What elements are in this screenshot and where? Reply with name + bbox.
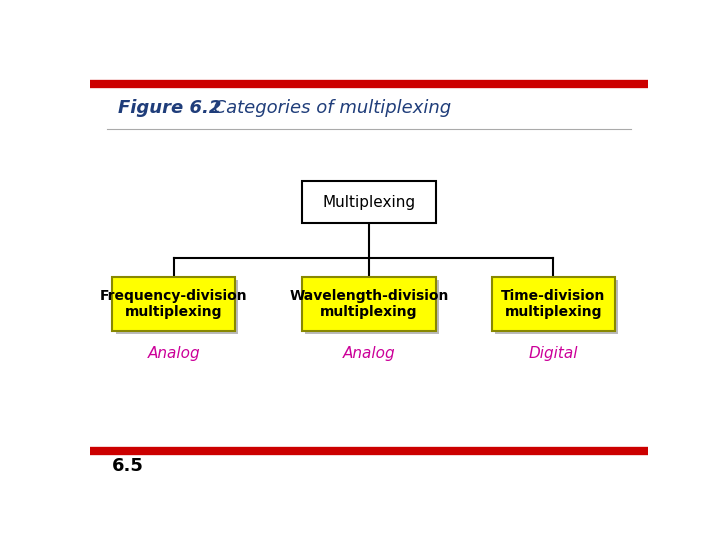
FancyBboxPatch shape	[112, 277, 235, 331]
FancyBboxPatch shape	[492, 277, 615, 331]
Text: Digital: Digital	[528, 346, 578, 361]
FancyBboxPatch shape	[495, 280, 618, 334]
FancyBboxPatch shape	[116, 280, 238, 334]
Text: Multiplexing: Multiplexing	[323, 194, 415, 210]
Text: 6.5: 6.5	[112, 457, 144, 475]
Text: Categories of multiplexing: Categories of multiplexing	[202, 99, 451, 118]
Text: Figure 6.2: Figure 6.2	[118, 99, 221, 118]
Text: Analog: Analog	[343, 346, 395, 361]
FancyBboxPatch shape	[302, 277, 436, 331]
Text: Frequency-division
multiplexing: Frequency-division multiplexing	[100, 289, 248, 319]
FancyBboxPatch shape	[302, 181, 436, 223]
Text: Wavelength-division
multiplexing: Wavelength-division multiplexing	[289, 289, 449, 319]
FancyBboxPatch shape	[305, 280, 439, 334]
Text: Time-division
multiplexing: Time-division multiplexing	[501, 289, 606, 319]
Text: Analog: Analog	[148, 346, 200, 361]
